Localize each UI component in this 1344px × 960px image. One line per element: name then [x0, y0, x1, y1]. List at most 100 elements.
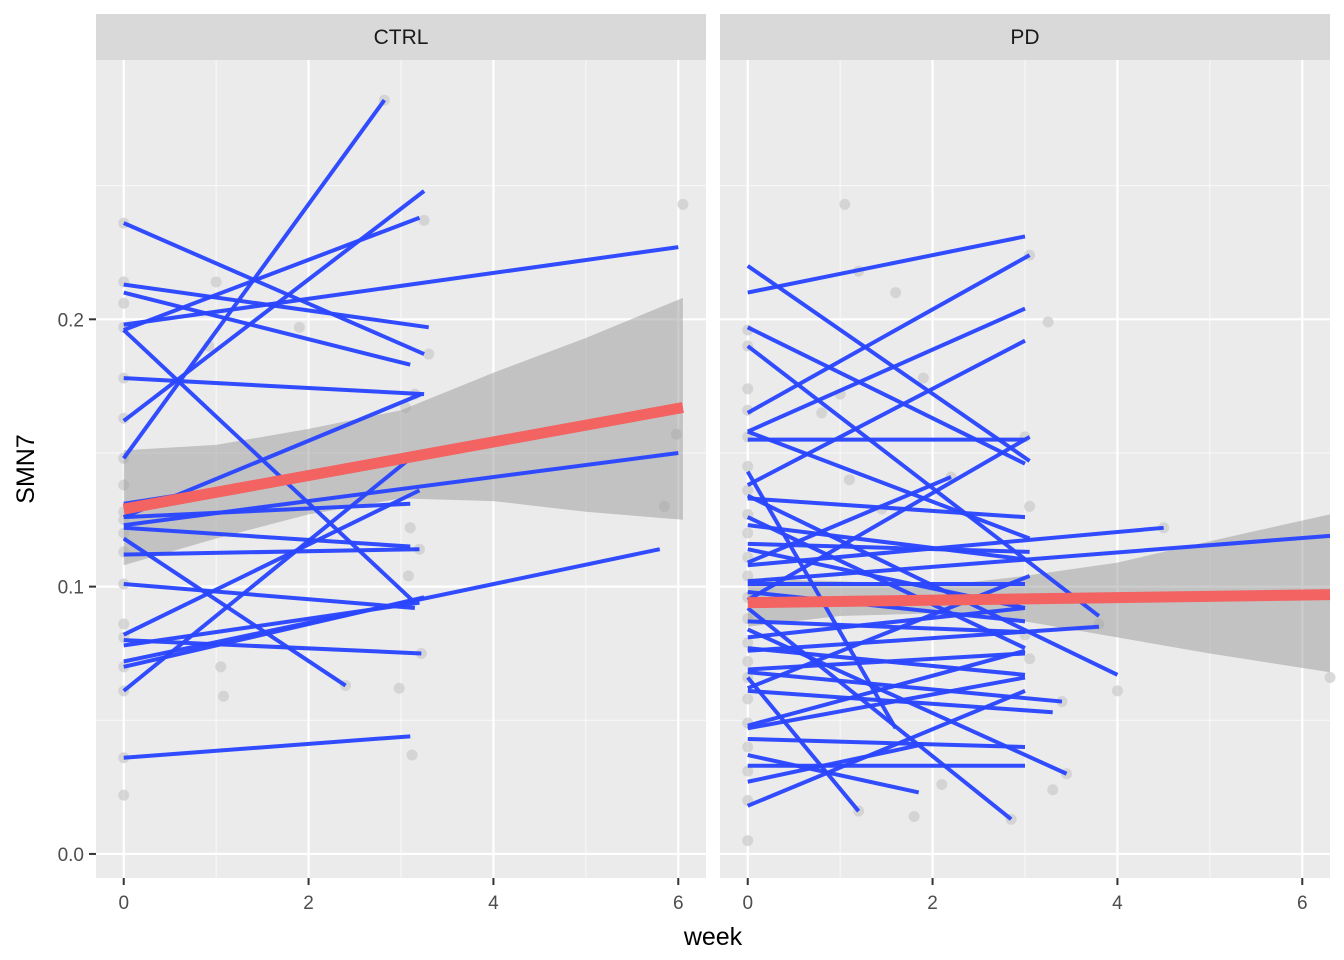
- x-axis-title: week: [683, 923, 743, 951]
- data-point: [917, 372, 929, 384]
- subject-line: [123, 245, 679, 327]
- y-tick-label: 0.2: [58, 310, 84, 331]
- subject-line: [123, 450, 679, 528]
- subject-line: [746, 475, 952, 565]
- data-point: [677, 198, 689, 210]
- trend-line: [122, 402, 684, 515]
- data-point: [742, 741, 754, 753]
- data-point: [908, 811, 920, 823]
- data-point: [406, 749, 418, 761]
- data-point: [742, 570, 754, 582]
- x-axis-pd: 0 2 4 6: [742, 878, 1308, 914]
- subject-line: [747, 234, 1026, 295]
- x-axis-ctrl: 0 2 4 6: [118, 878, 684, 914]
- x-tick-label-pd: 2: [927, 893, 938, 914]
- subject-line: [122, 536, 347, 688]
- subject-line: [746, 264, 1031, 463]
- subject-line: [123, 734, 411, 760]
- strip-background-ctrl: [96, 14, 706, 60]
- data-point: [418, 214, 430, 226]
- data-point: [742, 835, 754, 847]
- data-point: [218, 690, 230, 702]
- data-point: [890, 287, 902, 299]
- subject-line: [746, 306, 1026, 434]
- strip-label-ctrl: CTRL: [374, 26, 429, 49]
- subject-line: [747, 606, 1026, 640]
- subject-line: [122, 98, 386, 460]
- subject-line: [746, 515, 1026, 650]
- subject-line: [746, 689, 1026, 808]
- facet-ctrl: CTRL 0 2 4 6: [96, 14, 706, 914]
- subject-line: [747, 541, 1030, 554]
- subject-line: [747, 619, 1026, 635]
- subject-line: [746, 676, 861, 813]
- subject-line: [122, 221, 425, 356]
- subject-line: [746, 493, 1119, 677]
- subject-line: [747, 624, 1100, 653]
- x-tick-label-pd: 4: [1112, 893, 1123, 914]
- y-axis: 0.0 0.1 0.2: [58, 310, 96, 866]
- x-tick-label-ctrl: 4: [488, 893, 499, 914]
- subject-line: [747, 496, 1026, 520]
- trend-line: [747, 589, 1331, 609]
- data-point: [423, 348, 435, 360]
- data-point: [293, 321, 305, 333]
- data-point: [742, 383, 754, 395]
- data-point: [742, 527, 754, 539]
- data-point: [1024, 653, 1036, 665]
- subject-line: [123, 547, 420, 557]
- strip-background-pd: [720, 14, 1330, 60]
- subject-line: [746, 435, 1031, 602]
- facet-pd: PD 0 2 4 6: [720, 14, 1336, 914]
- data-point: [742, 460, 754, 472]
- data-point: [210, 276, 222, 288]
- subject-line: [123, 547, 661, 664]
- subject-line: [747, 429, 1031, 541]
- subject-line: [123, 638, 422, 656]
- subject-line: [123, 215, 421, 332]
- subject-line: [122, 488, 421, 637]
- x-tick-label-ctrl: 2: [303, 893, 314, 914]
- subject-line: [747, 523, 1030, 562]
- subject-line: [747, 742, 924, 784]
- confidence-ribbon-ctrl: [123, 297, 683, 566]
- data-point: [215, 661, 227, 673]
- subject-line: [747, 648, 1026, 728]
- strip-label-pd: PD: [1010, 26, 1039, 49]
- subject-line: [746, 606, 1013, 821]
- y-axis-title: SMN7: [12, 434, 40, 503]
- subject-line: [747, 753, 920, 795]
- data-point: [118, 661, 130, 673]
- subject-line: [123, 290, 411, 367]
- subject-line: [747, 651, 1026, 672]
- data-point: [118, 578, 130, 590]
- data-point: [742, 637, 754, 649]
- subject-line: [746, 253, 1031, 415]
- data-point: [1047, 784, 1059, 796]
- subject-line: [122, 189, 426, 423]
- data-point: [843, 474, 855, 486]
- data-point: [816, 407, 828, 419]
- data-point: [1324, 672, 1336, 684]
- subject-line: [123, 581, 416, 610]
- subject-lines-pd: [745, 234, 1331, 821]
- data-point: [742, 484, 754, 496]
- data-point: [402, 570, 414, 582]
- x-tick-label-ctrl: 0: [118, 893, 129, 914]
- data-point: [404, 522, 416, 534]
- data-point: [118, 618, 130, 630]
- data-point: [742, 655, 754, 667]
- subject-line: [123, 525, 411, 549]
- y-tick-label: 0.0: [58, 845, 84, 866]
- data-point: [742, 765, 754, 777]
- data-point: [742, 693, 754, 705]
- data-point: [1024, 500, 1036, 512]
- trend-line-ctrl: [122, 402, 684, 515]
- subject-line: [123, 501, 411, 520]
- subject-line: [746, 338, 1026, 487]
- data-point: [1042, 316, 1054, 328]
- subject-line: [747, 736, 1026, 750]
- data-point: [936, 778, 948, 790]
- subject-line: [122, 328, 417, 605]
